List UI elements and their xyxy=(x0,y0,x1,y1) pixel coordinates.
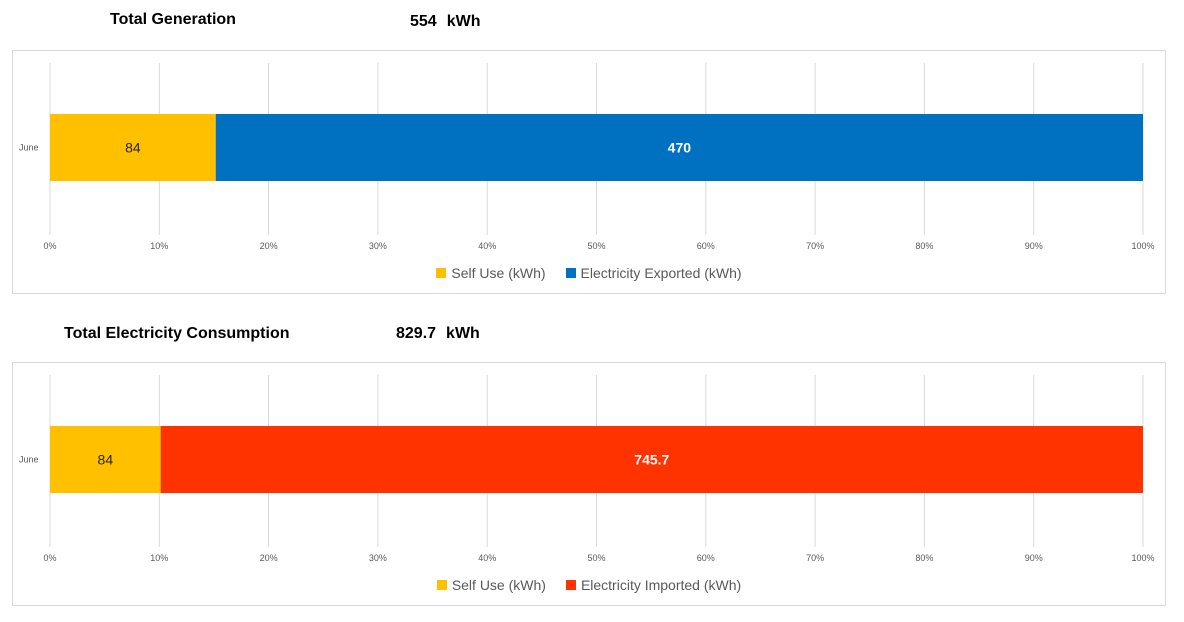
generation-chart: 0% 10% 20% 30% 40% 50% 60% 70% 80% 90% 100% June 84 4… xyxy=(19,63,1155,251)
generation-total-row: 554 kWh xyxy=(410,13,480,31)
legend-swatch xyxy=(565,580,576,590)
x-tick-label: 10% xyxy=(150,553,168,563)
consumption-unit: kWh xyxy=(446,325,480,342)
legend-label: Electricity Exported (kWh) xyxy=(580,265,742,281)
x-tick-label: 70% xyxy=(806,241,824,251)
x-tick-label: 80% xyxy=(915,553,933,563)
consumption-title-row: Total Electricity Consumption xyxy=(64,325,290,343)
x-tick-label: 30% xyxy=(369,553,387,563)
generation-legend: Self Use (kWh) Electricity Exported (kWh) xyxy=(13,265,1165,281)
x-tick-label: 50% xyxy=(587,553,605,563)
legend-swatch xyxy=(436,580,447,590)
legend-swatch xyxy=(565,268,576,278)
x-tick-label: 0% xyxy=(43,553,56,563)
x-tick-label: 20% xyxy=(260,553,278,563)
x-tick-label: 100% xyxy=(1131,553,1154,563)
consumption-title: Total Electricity Consumption xyxy=(64,325,290,342)
generation-unit: kWh xyxy=(446,13,481,30)
legend-item: Self Use (kWh) xyxy=(436,265,546,281)
legend-item: Electricity Exported (kWh) xyxy=(565,265,742,281)
x-tick-label: 60% xyxy=(697,241,715,251)
x-tick-label: 60% xyxy=(697,553,715,563)
legend-label: Self Use (kWh) xyxy=(451,577,546,593)
x-tick-label: 30% xyxy=(369,241,387,251)
bar-electricity-exported xyxy=(215,114,1143,181)
x-tick-label: 0% xyxy=(43,241,56,251)
generation-title-row: Total Generation xyxy=(110,11,236,29)
x-tick-label: 20% xyxy=(260,241,278,251)
consumption-chart: 0% 10% 20% 30% 40% 50% 60% 70% 80% 90% 100% June 84 7… xyxy=(19,375,1155,563)
bar-self-use xyxy=(50,426,161,493)
data-label: 470 xyxy=(668,140,692,156)
x-tick-label: 40% xyxy=(478,241,496,251)
x-tick-label: 50% xyxy=(587,241,605,251)
consumption-total: 829.7 xyxy=(396,325,437,342)
generation-chart-panel: 0% 10% 20% 30% 40% 50% 60% 70% 80% 90% 100% June 84 4… xyxy=(12,50,1166,294)
x-tick-label: 90% xyxy=(1025,241,1043,251)
x-tick-label: 90% xyxy=(1025,553,1043,563)
x-tick-label: 100% xyxy=(1131,241,1154,251)
generation-title: Total Generation xyxy=(110,11,236,28)
generation-total: 554 xyxy=(410,13,437,30)
consumption-total-row: 829.7 kWh xyxy=(396,325,480,343)
data-label: 84 xyxy=(98,452,114,468)
legend-label: Self Use (kWh) xyxy=(451,265,546,281)
legend-item: Electricity Imported (kWh) xyxy=(565,577,742,593)
category-label: June xyxy=(19,143,39,153)
data-label: 745.7 xyxy=(634,452,669,468)
bar-self-use xyxy=(50,114,216,181)
consumption-legend: Self Use (kWh) Electricity Imported (kWh) xyxy=(13,577,1165,593)
x-tick-label: 80% xyxy=(915,241,933,251)
x-tick-label: 40% xyxy=(478,553,496,563)
data-label: 84 xyxy=(125,140,141,156)
legend-label: Electricity Imported (kWh) xyxy=(580,577,742,593)
bar-electricity-imported xyxy=(160,426,1143,493)
legend-swatch xyxy=(436,268,447,278)
category-label: June xyxy=(19,455,39,465)
x-tick-label: 70% xyxy=(806,553,824,563)
consumption-chart-panel: 0% 10% 20% 30% 40% 50% 60% 70% 80% 90% 100% June 84 7… xyxy=(12,362,1166,606)
legend-item: Self Use (kWh) xyxy=(436,577,546,593)
x-tick-label: 10% xyxy=(150,241,168,251)
